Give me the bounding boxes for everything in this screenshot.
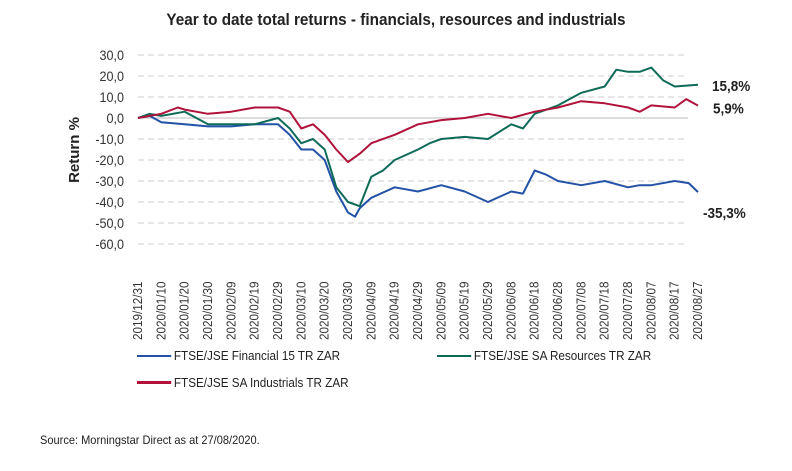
y-tick-label: 30,0 xyxy=(100,47,124,63)
legend-swatch xyxy=(137,381,172,384)
legend-item-resources: FTSE/JSE SA Resources TR ZAR xyxy=(437,348,651,363)
x-tick-label: 2020/03/30 xyxy=(340,281,355,340)
x-tick-label: 2020/07/28 xyxy=(620,281,635,340)
x-tick-label: 2019/12/31 xyxy=(130,281,145,340)
series-line xyxy=(137,98,699,164)
x-tick-label: 2020/01/30 xyxy=(200,281,215,340)
y-tick-label: -30,0 xyxy=(95,173,124,189)
legend-swatch xyxy=(137,354,172,357)
y-tick-label: -60,0 xyxy=(95,236,124,252)
x-tick-label: 2020/07/08 xyxy=(574,281,589,340)
legend-item-financials: FTSE/JSE Financial 15 TR ZAR xyxy=(137,348,340,363)
y-tick-label: 0,0 xyxy=(106,110,124,126)
legend-label: FTSE/JSE SA Resources TR ZAR xyxy=(473,348,652,363)
x-tick-label: 2020/01/20 xyxy=(177,281,192,340)
source-note: Source: Morningstar Direct as at 27/08/2… xyxy=(40,433,260,447)
x-tick-label: 2020/01/10 xyxy=(154,281,169,340)
x-tick-label: 2020/04/09 xyxy=(364,281,379,340)
x-tick-label: 2020/04/29 xyxy=(410,281,425,340)
x-tick-label: 2020/08/17 xyxy=(667,281,682,340)
y-axis-label: Return % xyxy=(66,117,83,183)
x-tick-label: 2020/07/18 xyxy=(597,281,612,340)
y-tick-label: -20,0 xyxy=(95,152,124,168)
legend-label: FTSE/JSE Financial 15 TR ZAR xyxy=(173,348,341,363)
y-tick-label: -40,0 xyxy=(95,194,124,210)
x-tick-label: 2020/08/07 xyxy=(644,281,659,340)
x-tick-label: 2020/03/20 xyxy=(317,281,332,340)
legend-swatch xyxy=(437,354,472,357)
y-tick-label: 20,0 xyxy=(100,68,124,84)
x-tick-label: 2020/08/27 xyxy=(690,281,705,340)
x-tick-label: 2020/06/08 xyxy=(504,281,519,340)
legend-item-industrials: FTSE/JSE SA Industrials TR ZAR xyxy=(137,375,349,390)
series-line xyxy=(137,66,699,208)
y-tick-label: 10,0 xyxy=(100,89,124,105)
x-tick-label: 2020/04/19 xyxy=(387,281,402,340)
x-tick-label: 2020/02/19 xyxy=(247,281,262,340)
x-tick-label: 2020/03/10 xyxy=(294,281,309,340)
x-tick-label: 2020/06/28 xyxy=(550,281,565,340)
series-end-label: -35,3% xyxy=(703,206,746,223)
series-end-label: 15,8% xyxy=(712,78,751,95)
line-chart: 30,0 20,0 10,0 0,0 -10,0 -20,0 -30,0 -40,0 -50,0… xyxy=(66,47,751,340)
y-tick-label: -10,0 xyxy=(95,131,124,147)
x-tick-label: 2020/05/19 xyxy=(457,281,472,340)
chart-title: Year to date total returns - financials,… xyxy=(166,10,626,29)
x-tick-label: 2020/02/29 xyxy=(270,281,285,340)
x-tick-label: 2020/05/29 xyxy=(480,281,495,340)
x-tick-label: 2020/06/18 xyxy=(527,281,542,340)
y-tick-label: -50,0 xyxy=(95,215,124,231)
x-tick-label: 2020/05/09 xyxy=(434,281,449,340)
series-end-label: 5,9% xyxy=(713,101,744,118)
legend-label: FTSE/JSE SA Industrials TR ZAR xyxy=(173,375,349,390)
x-tick-label: 2020/02/09 xyxy=(224,281,239,340)
